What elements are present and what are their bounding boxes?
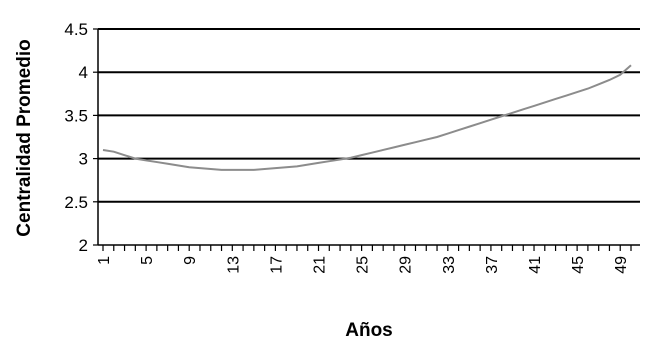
- x-axis-title: Años: [345, 320, 393, 341]
- axes: [97, 29, 640, 251]
- x-tick-label: 37: [484, 256, 501, 274]
- x-tick-label: 17: [268, 256, 285, 274]
- y-tick-label: 3: [79, 150, 88, 169]
- series-layer: [102, 64, 632, 171]
- y-tick-label: 4: [79, 63, 88, 82]
- x-tick-label: 33: [441, 256, 458, 274]
- x-tick-label: 5: [139, 256, 156, 265]
- y-tick-label: 2: [79, 236, 88, 255]
- x-tick-label: 49: [613, 256, 630, 274]
- x-tick-label: 1: [96, 256, 113, 265]
- y-axis-title: Centralidad Promedio: [14, 39, 35, 236]
- x-tick-label: 41: [527, 256, 544, 274]
- series-line: [102, 64, 632, 171]
- x-tick-label: 21: [312, 256, 329, 274]
- y-tick-labels: 2 2.5 3 3.5 4 4.5: [64, 20, 98, 255]
- x-tick-label: 45: [570, 256, 587, 274]
- x-tick-label: 25: [355, 256, 372, 274]
- y-tick-label: 4.5: [64, 20, 88, 39]
- y-tick-label: 2.5: [64, 193, 88, 212]
- x-tick-label: 29: [398, 256, 415, 274]
- x-tick-label: 9: [182, 256, 199, 265]
- x-tick-label: 13: [225, 256, 242, 274]
- x-tick-labels: 1 5 9 13 17 21 25 29 33 37 41 45 49: [96, 256, 630, 274]
- grid: [98, 28, 640, 203]
- y-tick-label: 3.5: [64, 106, 88, 125]
